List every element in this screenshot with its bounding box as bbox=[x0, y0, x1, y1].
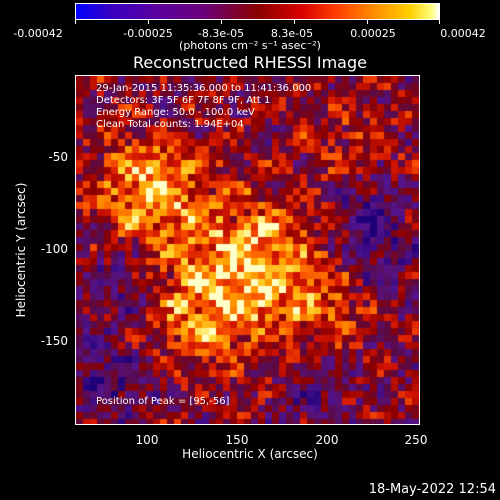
colorbar-tick-mark bbox=[294, 20, 295, 24]
heatmap-image bbox=[76, 76, 419, 424]
colorbar bbox=[75, 3, 440, 20]
colorbar-tick-mark bbox=[221, 20, 222, 24]
peak-position-label: Position of Peak = [95,-56] bbox=[96, 396, 230, 407]
colorbar-tick-mark bbox=[367, 20, 368, 24]
x-axis-title: Heliocentric X (arcsec) bbox=[182, 447, 318, 461]
y-tick-label: -100 bbox=[40, 242, 68, 256]
plot-title: Reconstructed RHESSI Image bbox=[133, 53, 367, 72]
colorbar-units: (photons cm⁻² s⁻¹ asec⁻²) bbox=[179, 39, 321, 52]
y-tick-label: -50 bbox=[48, 150, 68, 164]
colorbar-tick-label: 0.00025 bbox=[350, 27, 396, 40]
colorbar-tick-label: 0.00042 bbox=[440, 27, 486, 40]
colorbar-tick-label: -0.00025 bbox=[123, 27, 173, 40]
colorbar-tick-label: -0.00042 bbox=[13, 27, 63, 40]
y-tick-label: -150 bbox=[40, 334, 68, 348]
colorbar-tick-label: -8.3e-05 bbox=[197, 27, 245, 40]
y-axis-title: Heliocentric Y (arcsec) bbox=[14, 182, 28, 318]
x-tick-label: 150 bbox=[225, 433, 249, 447]
colorbar-tick-mark bbox=[75, 20, 76, 24]
info-time-range: 29-Jan-2015 11:35:36.000 to 11:41:36.000 bbox=[96, 83, 312, 94]
colorbar-tick-mark bbox=[439, 20, 440, 24]
colorbar-tick-label: 8.3e-05 bbox=[270, 27, 314, 40]
info-clean-counts: Clean Total counts: 1.94E+04 bbox=[96, 119, 244, 130]
x-tick-label: 200 bbox=[315, 433, 339, 447]
x-tick-label: 250 bbox=[404, 433, 428, 447]
image-plot-area: 29-Jan-2015 11:35:36.000 to 11:41:36.000… bbox=[75, 75, 420, 425]
colorbar-tick-mark bbox=[148, 20, 149, 24]
x-tick-label: 100 bbox=[135, 433, 159, 447]
info-energy-range: Energy Range: 50.0 - 100.0 keV bbox=[96, 107, 255, 118]
timestamp: 18-May-2022 12:54 bbox=[368, 482, 496, 497]
info-detectors: Detectors: 3F 5F 6F 7F 8F 9F, Att 1 bbox=[96, 95, 271, 106]
